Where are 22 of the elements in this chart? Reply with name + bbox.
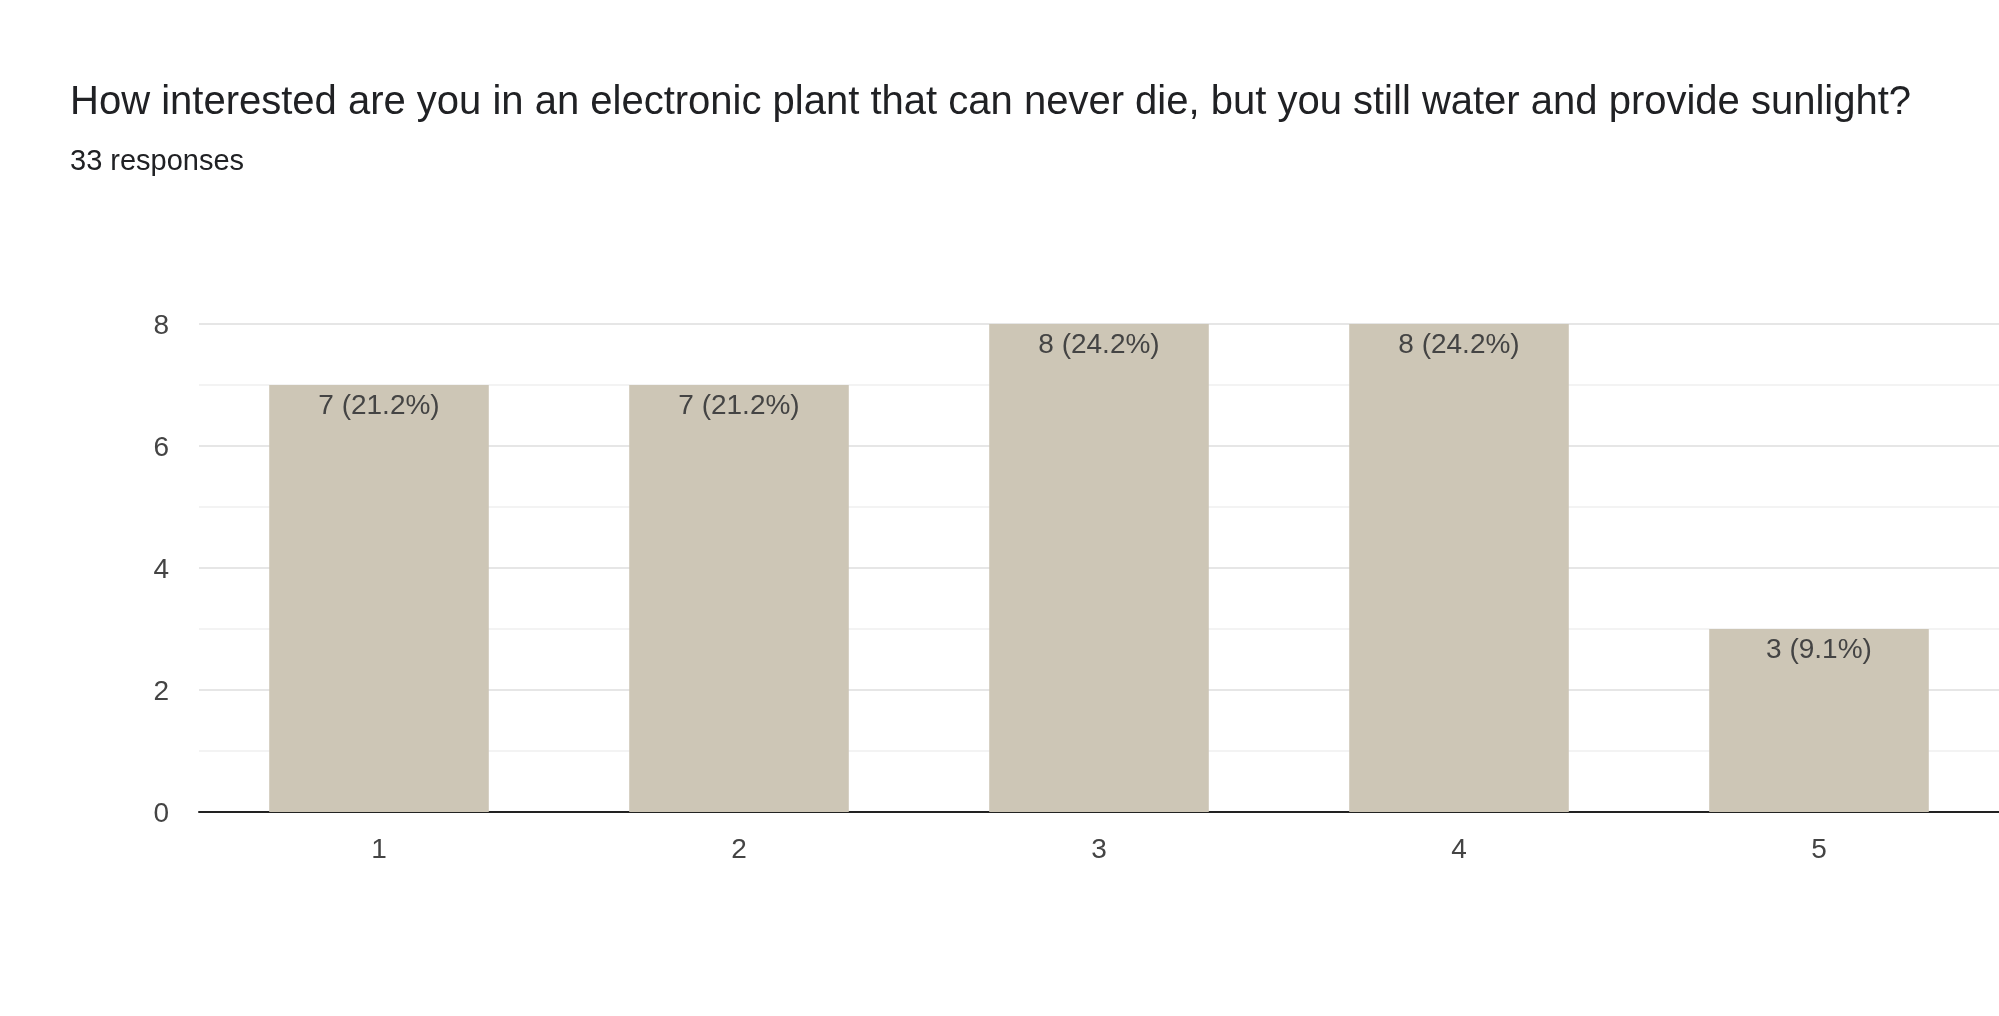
x-tick-label: 3 [1091,832,1107,864]
data-label: 8 (24.2%) [1038,327,1160,359]
y-tick-label: 2 [153,674,169,706]
bar [1709,629,1929,812]
bar [269,385,489,812]
x-tick-label: 5 [1811,832,1827,864]
chart-title: How interested are you in an electronic plant that can never die, but you still water and provide sunlight? [70,78,1912,122]
bar [989,324,1209,812]
data-label: 7 (21.2%) [678,388,800,420]
y-tick-label: 0 [153,796,169,828]
chart-subtitle: 33 responses [70,143,245,176]
bar [629,385,849,812]
y-tick-label: 4 [153,552,169,584]
bar [1349,324,1569,812]
x-tick-label: 2 [731,832,747,864]
data-label: 7 (21.2%) [318,388,440,420]
x-tick-label: 4 [1451,832,1467,864]
y-tick-label: 6 [153,430,169,462]
data-label: 3 (9.1%) [1766,632,1872,664]
data-label: 8 (24.2%) [1398,327,1520,359]
x-tick-label: 1 [371,832,387,864]
y-tick-label: 8 [153,308,169,340]
